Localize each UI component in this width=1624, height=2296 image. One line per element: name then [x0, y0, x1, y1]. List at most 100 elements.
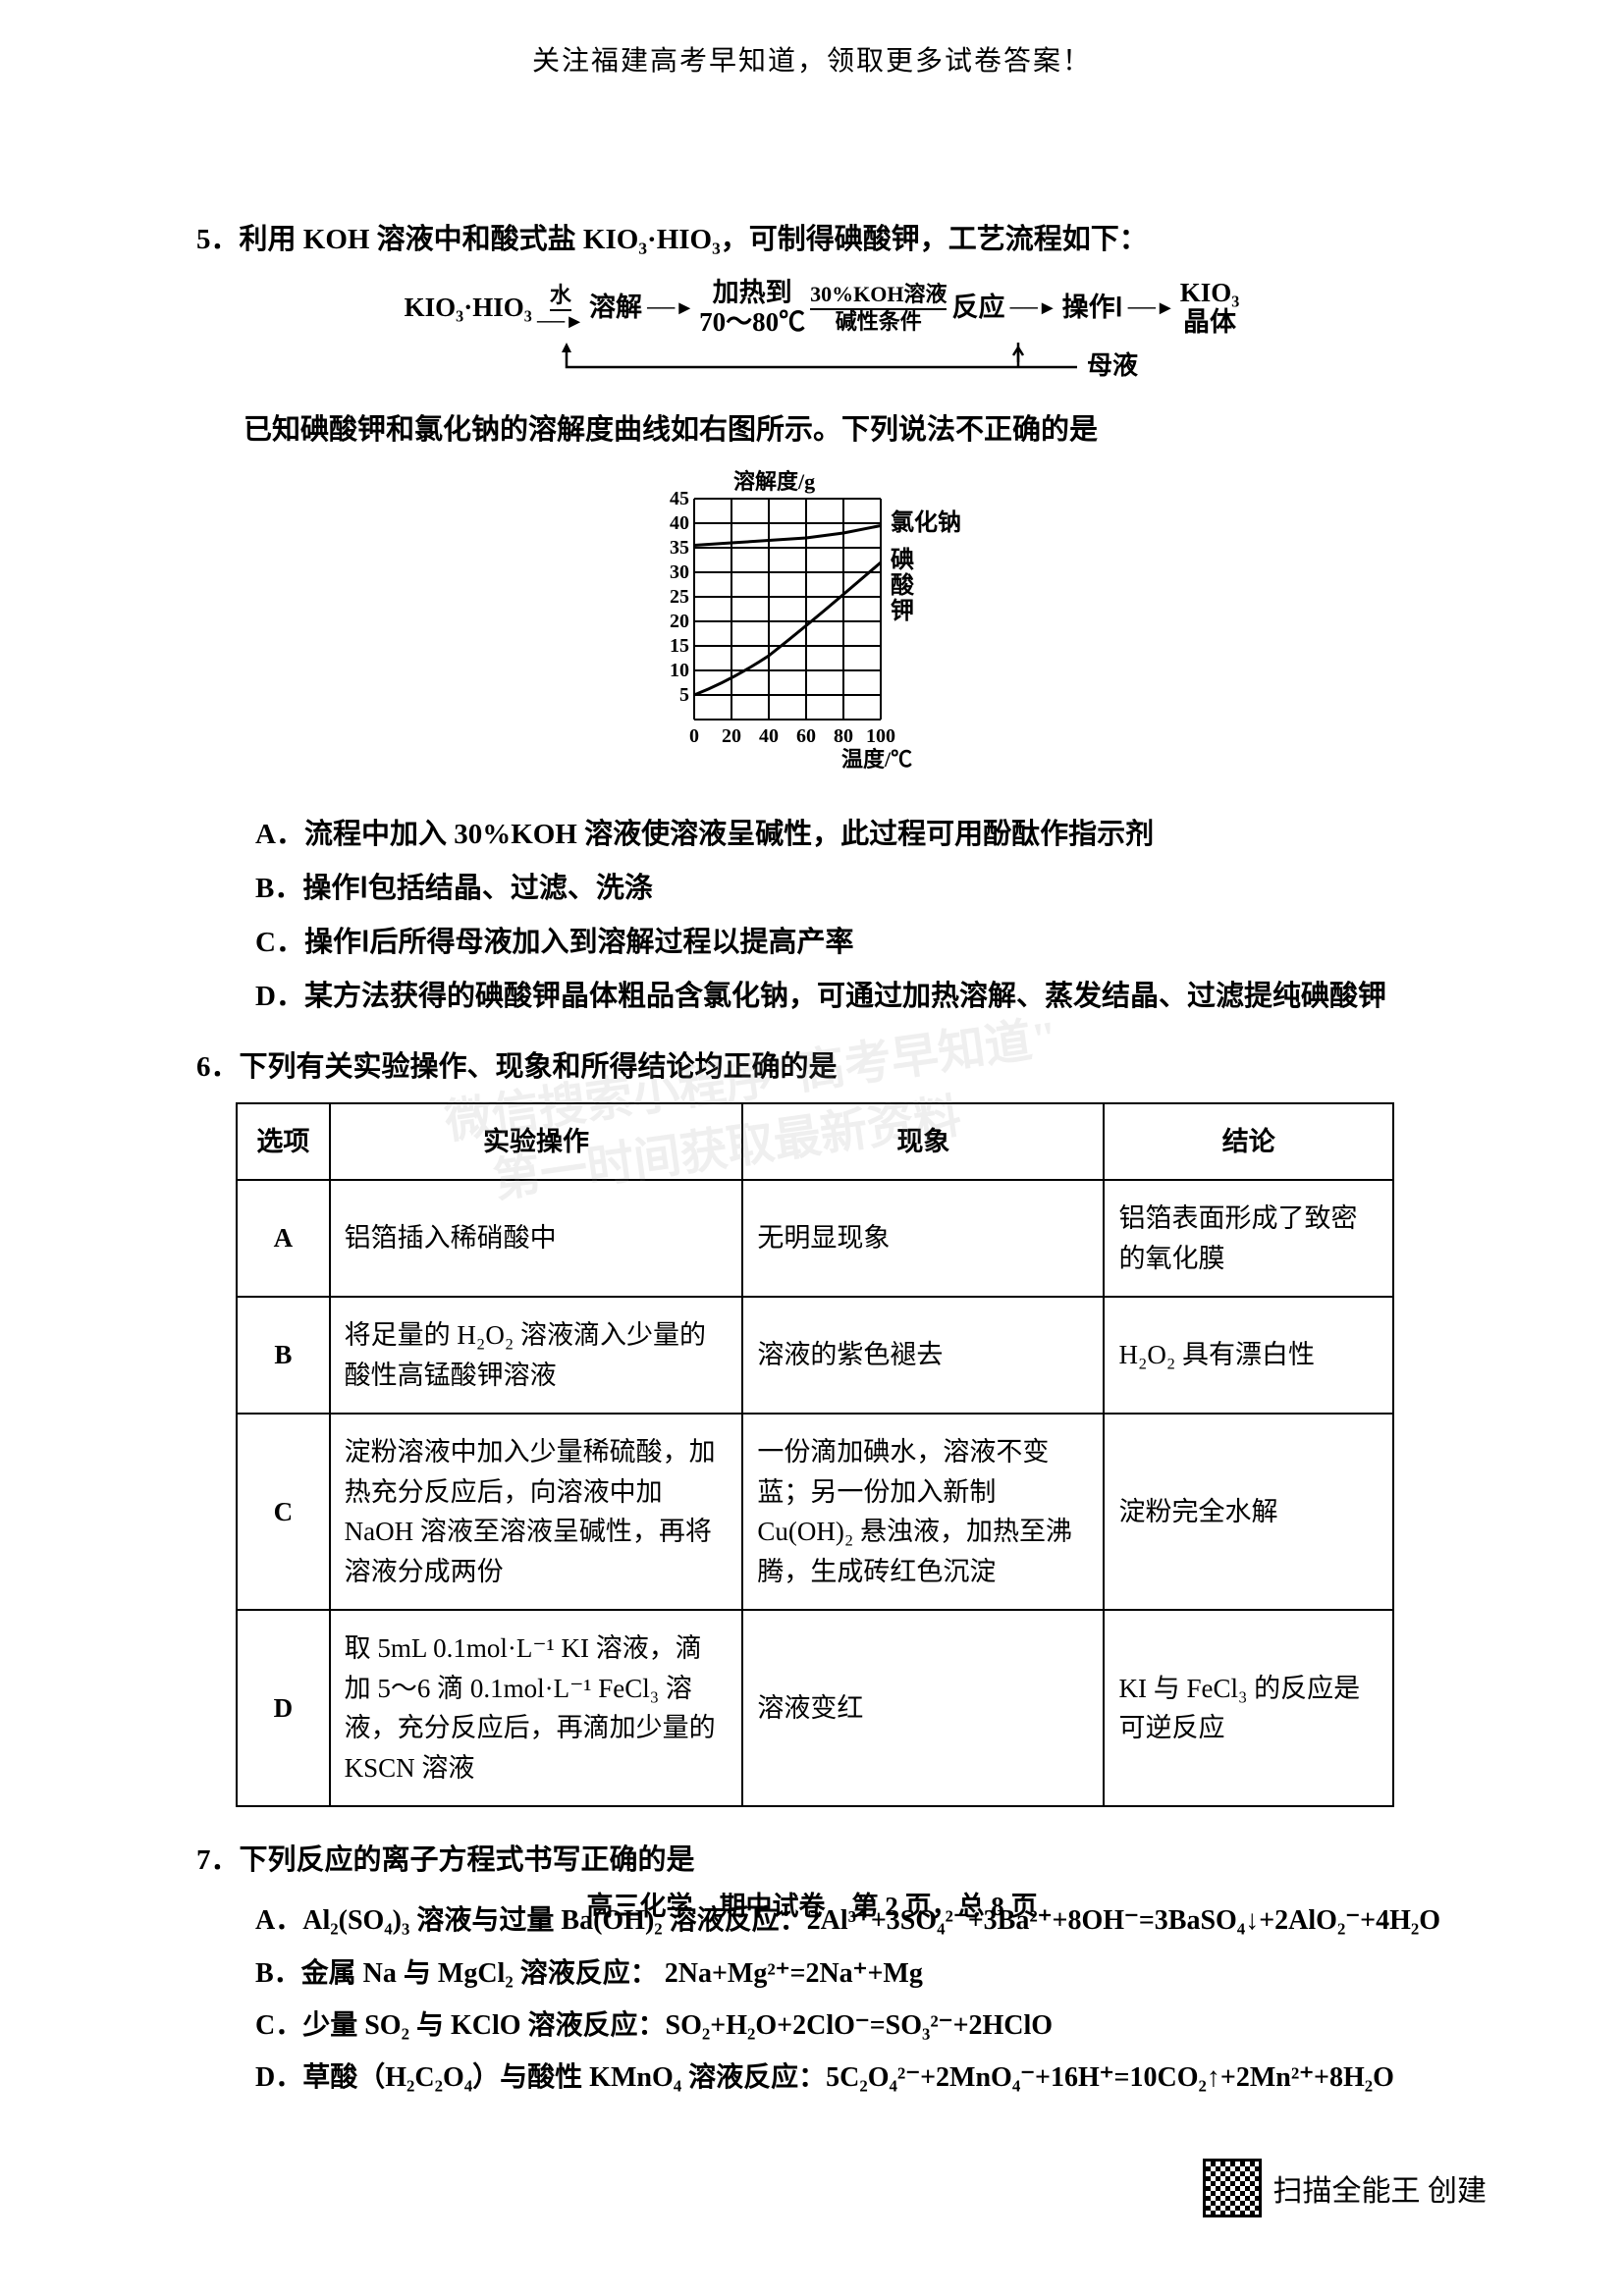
q5-options: A．流程中加入 30%KOH 溶液使溶液呈碱性，此过程可用酚酞作指示剂 B．操作…	[196, 808, 1447, 1024]
svg-text:40: 40	[670, 512, 689, 534]
question-6: 6．下列有关实验操作、现象和所得结论均正确的是 微信搜索小程序"高考早知道" 第…	[196, 1043, 1447, 1807]
q5-option-d: D．某方法获得的碘酸钾晶体粗品含氯化钠，可通过加热溶解、蒸发结晶、过滤提纯碘酸钾	[196, 970, 1447, 1024]
cell: 淀粉溶液中加入少量稀硫酸，加热充分反应后，向溶液中加 NaOH 溶液至溶液呈碱性…	[330, 1414, 743, 1610]
flow-arrow-3: 30%KOH溶液 碱性条件	[810, 283, 947, 334]
table-row: A 铝箔插入稀硝酸中 无明显现象 铝箔表面形成了致密的氧化膜	[237, 1180, 1393, 1297]
svg-text:30: 30	[670, 561, 689, 583]
arrow-icon: ──►	[1009, 294, 1056, 322]
svg-text:25: 25	[670, 586, 689, 608]
table-row: B 将足量的 H₂O₂ 溶液滴入少量的酸性高锰酸钾溶液 溶液的紫色褪去 H₂O₂…	[237, 1297, 1393, 1414]
table-row: D 取 5mL 0.1mol·L⁻¹ KI 溶液，滴加 5～6 滴 0.1mol…	[237, 1610, 1393, 1806]
nacl-curve	[694, 525, 881, 545]
q5-option-c: C．操作Ⅰ后所得母液加入到溶解过程以提高产率	[196, 916, 1447, 970]
flow-step2-under: 70～80℃	[699, 308, 805, 338]
kio3-curve	[694, 562, 881, 695]
arrow-icon: ──►	[647, 294, 694, 322]
flow-line-1: KIO₃·HIO₃ 水 ──► 溶解 ──► 加热到 70～80℃ 30%KOH…	[196, 279, 1447, 337]
svg-text:40: 40	[759, 725, 779, 747]
cell: 溶液变红	[742, 1610, 1104, 1806]
kio3-label-3: 钾	[891, 597, 914, 624]
flow-step3-under: 碱性条件	[836, 310, 922, 334]
flow-step3: 反应	[951, 290, 1004, 327]
solubility-graph: 溶解度/g	[196, 469, 1447, 788]
xlabel: 温度/℃	[841, 747, 912, 772]
q6-stem-text: 下列有关实验操作、现象和所得结论均正确的是	[240, 1051, 838, 1083]
flow-end-stack: KIO₃ 晶体	[1180, 279, 1240, 337]
q5-stem-text: 利用 KOH 溶液中和酸式盐 KIO₃·HIO₃，可制得碘酸钾，工艺流程如下：	[240, 224, 1148, 255]
flow-step3-over: 30%KOH溶液	[810, 283, 947, 310]
cell: 铝箔表面形成了致密的氧化膜	[1104, 1180, 1393, 1297]
q5-number: 5．	[196, 224, 240, 255]
svg-text:20: 20	[670, 611, 689, 632]
question-7: 7．下列反应的离子方程式书写正确的是 A．Al₂(SO₄)₃ 溶液与过量 Ba(…	[196, 1837, 1447, 2104]
y-ticks: 45 40 35 30 25 20 15 10 5	[670, 488, 689, 706]
flow-feedback: 母液	[196, 338, 1447, 392]
q7-number: 7．	[196, 1844, 240, 1876]
feedback-arrow-svg: 母液	[468, 338, 1175, 392]
svg-text:80: 80	[834, 725, 853, 747]
table-header-row: 选项 实验操作 现象 结论	[237, 1103, 1393, 1181]
svg-text:0: 0	[689, 725, 699, 747]
q7-options: A．Al₂(SO₄)₃ 溶液与过量 Ba(OH)₂ 溶液反应：2Al³⁺+3SO…	[196, 1895, 1447, 2104]
nacl-label: 氯化钠	[891, 508, 961, 536]
qr-code-icon	[1203, 2159, 1262, 2217]
flow-step2-over: 加热到	[713, 279, 792, 308]
flow-step1-over: 水	[550, 284, 571, 311]
x-ticks: 0 20 40 60 80 100	[689, 725, 895, 747]
cell: 淀粉完全水解	[1104, 1414, 1393, 1610]
svg-text:5: 5	[679, 684, 689, 706]
qr-text: 扫描全能王 创建	[1273, 2166, 1488, 2210]
cell: 将足量的 H₂O₂ 溶液滴入少量的酸性高锰酸钾溶液	[330, 1297, 743, 1414]
cell: B	[237, 1297, 330, 1414]
cell: C	[237, 1414, 330, 1610]
cell: KI 与 FeCl₃ 的反应是可逆反应	[1104, 1610, 1393, 1806]
svg-text:60: 60	[796, 725, 816, 747]
th-option: 选项	[237, 1103, 330, 1181]
q6-stem: 6．下列有关实验操作、现象和所得结论均正确的是	[196, 1043, 1447, 1092]
table-row: C 淀粉溶液中加入少量稀硫酸，加热充分反应后，向溶液中加 NaOH 溶液至溶液呈…	[237, 1414, 1393, 1610]
cell: 溶液的紫色褪去	[742, 1297, 1104, 1414]
q7-stem: 7．下列反应的离子方程式书写正确的是	[196, 1837, 1447, 1885]
q5-option-a: A．流程中加入 30%KOH 溶液使溶液呈碱性，此过程可用酚酞作指示剂	[196, 808, 1447, 862]
q7-option-b: B．金属 Na 与 MgCl₂ 溶液反应： 2Na+Mg²⁺=2Na⁺+Mg	[196, 1948, 1447, 2000]
cell: H₂O₂ 具有漂白性	[1104, 1297, 1393, 1414]
cell: D	[237, 1610, 330, 1806]
table-body: A 铝箔插入稀硝酸中 无明显现象 铝箔表面形成了致密的氧化膜 B 将足量的 H₂…	[237, 1180, 1393, 1806]
flow-end-under: 晶体	[1183, 308, 1236, 338]
page-footer: 高三化学 期中试卷 第 2 页，总 8 页	[0, 1885, 1624, 1923]
svg-text:10: 10	[670, 660, 689, 681]
muye-label: 母液	[1087, 351, 1138, 380]
qr-footer: 扫描全能王 创建	[1203, 2159, 1488, 2217]
content: 5．利用 KOH 溶液中和酸式盐 KIO₃·HIO₃，可制得碘酸钾，工艺流程如下…	[0, 79, 1624, 2104]
th-conclusion: 结论	[1104, 1103, 1393, 1181]
cell: 铝箔插入稀硝酸中	[330, 1180, 743, 1297]
question-5: 5．利用 KOH 溶液中和酸式盐 KIO₃·HIO₃，可制得碘酸钾，工艺流程如下…	[196, 216, 1447, 1024]
cell: 一份滴加碘水，溶液不变蓝；另一份加入新制 Cu(OH)₂ 悬浊液，加热至沸腾，生…	[742, 1414, 1104, 1610]
cell: A	[237, 1180, 330, 1297]
q5-option-b: B．操作Ⅰ包括结晶、过滤、洗涤	[196, 862, 1447, 916]
flow-arrow-1: 水 ──►	[537, 284, 584, 333]
q5-stem: 5．利用 KOH 溶液中和酸式盐 KIO₃·HIO₃，可制得碘酸钾，工艺流程如下…	[196, 216, 1447, 264]
svg-text:45: 45	[670, 488, 689, 509]
flow-diagram: KIO₃·HIO₃ 水 ──► 溶解 ──► 加热到 70～80℃ 30%KOH…	[196, 279, 1447, 391]
flow-end-over: KIO₃	[1180, 279, 1240, 308]
ylabel: 溶解度/g	[733, 469, 815, 494]
q7-stem-text: 下列反应的离子方程式书写正确的是	[240, 1844, 695, 1876]
cell: 无明显现象	[742, 1180, 1104, 1297]
svg-text:20: 20	[722, 725, 741, 747]
flow-step2-stack: 加热到 70～80℃	[699, 279, 805, 337]
q5-known: 已知碘酸钾和氯化钠的溶解度曲线如右图所示。下列说法不正确的是	[196, 406, 1447, 454]
kio3-label-2: 酸	[891, 572, 915, 599]
arrow-icon: ──►	[537, 311, 584, 333]
flow-start: KIO₃·HIO₃	[405, 290, 532, 327]
th-phenomenon: 现象	[742, 1103, 1104, 1181]
q7-option-d: D．草酸（H₂C₂O₄）与酸性 KMnO₄ 溶液反应：5C₂O₄²⁻+2MnO₄…	[196, 2052, 1447, 2104]
page-header: 关注福建高考早知道，领取更多试卷答案！	[0, 0, 1624, 79]
svg-text:35: 35	[670, 537, 689, 559]
th-operation: 实验操作	[330, 1103, 743, 1181]
experiment-table: 选项 实验操作 现象 结论 A 铝箔插入稀硝酸中 无明显现象 铝箔表面形成了致密…	[236, 1102, 1394, 1808]
kio3-label-1: 碘	[891, 547, 914, 573]
svg-text:15: 15	[670, 635, 689, 657]
solubility-chart: 溶解度/g	[606, 469, 1038, 783]
svg-text:100: 100	[866, 725, 895, 747]
